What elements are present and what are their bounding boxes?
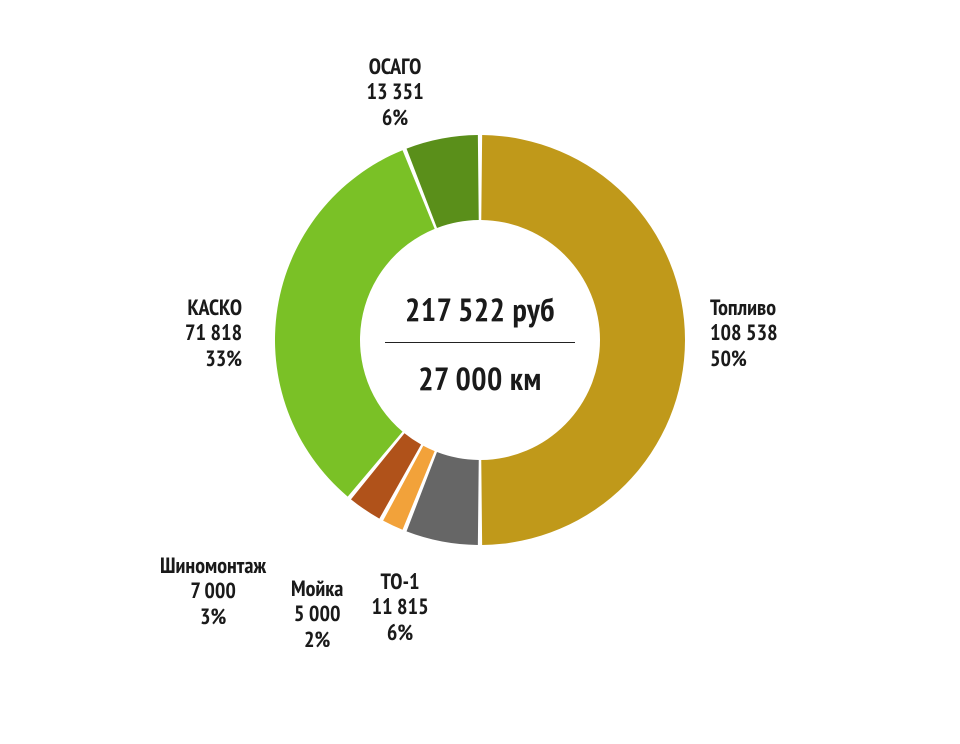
label-wash: Мойка5 0002% <box>291 577 343 653</box>
label-tires-value: 7 000 <box>160 579 266 604</box>
label-osago: ОСАГО13 3516% <box>367 55 424 131</box>
label-osago-value: 13 351 <box>367 80 424 105</box>
label-osago-percent: 6% <box>367 106 424 131</box>
label-to1-value: 11 815 <box>372 595 429 620</box>
label-wash-name: Мойка <box>291 577 343 602</box>
label-to1-percent: 6% <box>372 621 429 646</box>
label-to1: ТО-111 8156% <box>372 570 429 646</box>
label-kasko-percent: 33% <box>185 347 242 372</box>
label-tires-percent: 3% <box>160 605 266 630</box>
label-kasko-value: 71 818 <box>185 321 242 346</box>
label-wash-value: 5 000 <box>291 602 343 627</box>
center-divider <box>385 342 575 343</box>
label-fuel: Топливо108 53850% <box>710 296 778 372</box>
center-total: 217 522 руб <box>330 288 630 330</box>
label-to1-name: ТО-1 <box>372 570 429 595</box>
label-tires-name: Шиномонтаж <box>160 554 266 579</box>
label-kasko-name: КАСКО <box>185 296 242 321</box>
label-tires: Шиномонтаж7 0003% <box>160 554 266 630</box>
chart-center: 217 522 руб 27 000 км <box>330 288 630 399</box>
label-fuel-percent: 50% <box>710 347 778 372</box>
donut-chart: 217 522 руб 27 000 км Топливо108 53850%Т… <box>0 0 960 744</box>
label-fuel-name: Топливо <box>710 296 778 321</box>
label-wash-percent: 2% <box>291 628 343 653</box>
label-fuel-value: 108 538 <box>710 321 778 346</box>
label-kasko: КАСКО71 81833% <box>185 296 242 372</box>
center-distance: 27 000 км <box>330 357 630 399</box>
label-osago-name: ОСАГО <box>367 55 424 80</box>
